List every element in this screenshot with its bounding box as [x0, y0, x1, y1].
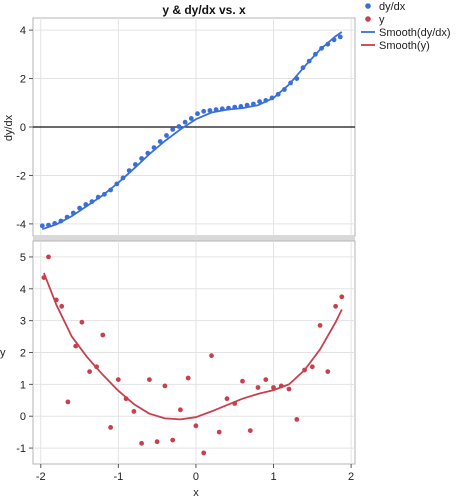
bottom-y-tick-label: -1	[16, 443, 26, 455]
top-smooth-curve	[42, 31, 343, 231]
bottom-y-tick-label: 2	[20, 348, 26, 360]
bottom-data-point	[309, 364, 315, 370]
bottom-data-point	[59, 303, 65, 309]
legend-label: Smooth(y)	[379, 40, 430, 52]
bottom-data-point	[286, 386, 292, 392]
bottom-data-point	[170, 437, 176, 443]
bottom-y-tick-label: 5	[20, 252, 26, 264]
bottom-data-point	[240, 378, 245, 384]
bottom-data-point	[154, 439, 160, 445]
bottom-data-point	[87, 369, 92, 374]
bottom-panel: -1 0 1 2 3 4 5 -2 -1 0 1 2	[16, 240, 356, 483]
top-y-axis-title: dy/dx	[3, 114, 15, 141]
bottom-data-point	[294, 417, 300, 422]
legend-label: Smooth(dy/dx)	[379, 27, 451, 39]
bottom-data-point	[139, 440, 145, 446]
top-y-tick-label: 2	[20, 74, 26, 86]
x-tick-label: -2	[36, 471, 46, 483]
top-data-point	[195, 111, 200, 117]
x-tick-label: 1	[270, 471, 276, 483]
legend-marker	[365, 3, 371, 9]
top-y-tick-label: -2	[16, 170, 26, 182]
top-data-point	[170, 126, 176, 132]
bottom-data-point	[201, 450, 207, 456]
bottom-data-point	[333, 303, 338, 309]
bottom-data-point	[216, 429, 222, 435]
x-axis-title: x	[193, 487, 199, 499]
bottom-data-point	[147, 377, 152, 382]
bottom-data-point	[193, 423, 199, 429]
bottom-y-tick-label: 4	[20, 284, 26, 296]
bottom-data-point	[247, 428, 253, 433]
legend-label: y	[379, 14, 385, 26]
bottom-data-point	[263, 377, 269, 382]
bottom-y-tick-label: 3	[20, 316, 26, 328]
bottom-data-point	[317, 323, 323, 328]
bottom-data-point	[65, 399, 71, 405]
top-data-point	[201, 108, 207, 114]
top-panel: -4 -2 0 2 4	[16, 17, 356, 237]
bottom-y-tick-label: 1	[20, 379, 26, 391]
bottom-data-point	[209, 353, 214, 359]
bottom-data-point	[100, 332, 106, 338]
bottom-data-point	[131, 409, 137, 414]
bottom-data-point	[178, 407, 183, 413]
top-data-point	[337, 34, 343, 40]
bottom-data-point	[79, 319, 85, 325]
legend-label: dy/dx	[379, 1, 406, 13]
bottom-data-point	[46, 254, 51, 260]
top-data-point	[157, 139, 163, 144]
top-data-point	[176, 124, 182, 129]
top-data-point	[257, 99, 262, 104]
bottom-data-point	[325, 369, 331, 374]
top-y-tick-label: 4	[20, 25, 26, 37]
bottom-data-point	[162, 383, 168, 389]
bottom-y-axis-title: y	[0, 347, 6, 359]
bottom-y-tick-label: 0	[20, 411, 26, 423]
top-data-point	[164, 133, 169, 138]
x-tick-label: 2	[348, 471, 354, 483]
panel-divider	[33, 236, 355, 241]
top-data-point	[182, 119, 188, 125]
top-data-point	[39, 223, 45, 229]
bottom-data-point	[185, 375, 191, 381]
top-y-tick-label: 0	[20, 122, 26, 134]
legend-marker	[365, 16, 371, 22]
x-tick-label: 0	[193, 471, 199, 483]
chart-title: y & dy/dx vs. x	[162, 3, 246, 17]
bottom-data-point	[108, 425, 113, 430]
x-tick-label: -1	[113, 471, 123, 483]
top-data-point	[188, 116, 194, 121]
bottom-data-point	[224, 396, 230, 402]
top-y-tick-label: -4	[16, 219, 26, 231]
bottom-data-point	[115, 377, 121, 382]
bottom-smooth-curve	[43, 272, 343, 421]
bottom-data-point	[255, 385, 261, 390]
bottom-data-point	[339, 294, 345, 300]
